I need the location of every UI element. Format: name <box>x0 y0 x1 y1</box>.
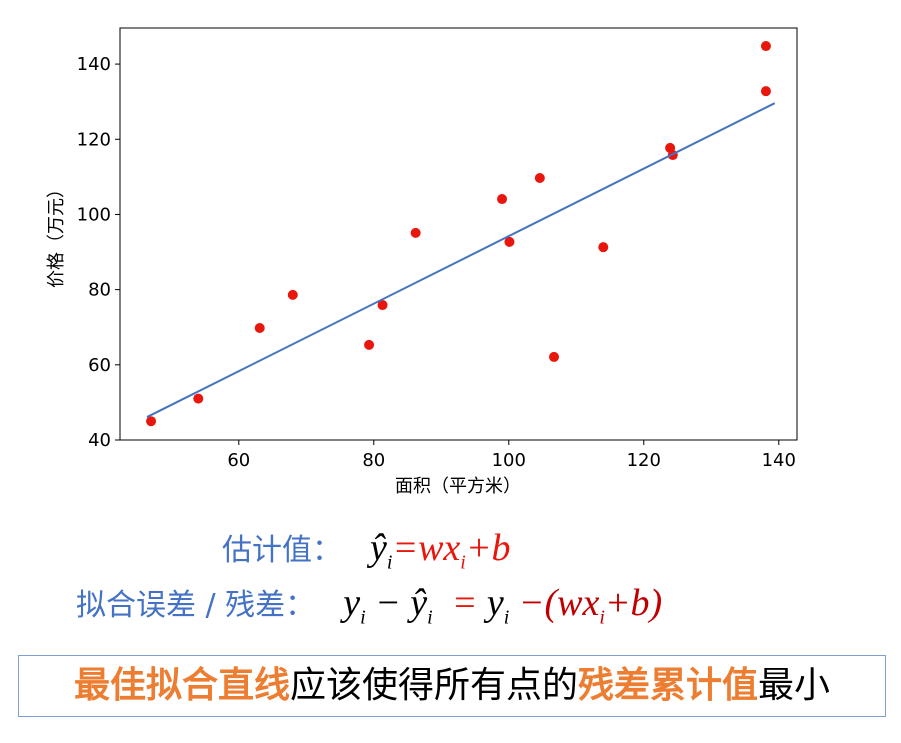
formula-token: y <box>486 582 504 624</box>
formula-token: − ŷ <box>365 582 428 624</box>
formula-estimate: 估计值： ŷi=wxi+b <box>222 525 511 575</box>
formula-math: yi − ŷi = yi −(wxi+b) <box>315 582 663 629</box>
x-tick-label: 120 <box>627 450 661 471</box>
x-tick-label: 80 <box>362 450 385 471</box>
y-tick-label: 40 <box>88 430 111 451</box>
data-point <box>193 393 204 404</box>
fit-line <box>146 102 776 418</box>
y-tick-label: 120 <box>77 129 111 150</box>
data-point <box>598 242 609 253</box>
data-point <box>287 289 298 300</box>
plot-frame <box>119 27 798 441</box>
formula-residual: 拟合误差 / 残差： yi − ŷi = yi −(wxi+b) <box>76 580 662 630</box>
conclusion-text: 应该使得所有点的 <box>289 665 578 706</box>
x-tick-label: 140 <box>762 450 796 471</box>
conclusion-text: 最小 <box>758 665 831 706</box>
y-axis-label: 价格（万元） <box>46 180 67 288</box>
x-axis-label: 面积（平方米） <box>395 476 521 497</box>
formula-token: ŷ <box>370 527 387 569</box>
data-point <box>549 351 560 362</box>
x-tick-label: 60 <box>227 450 250 471</box>
formula-token: y <box>343 582 361 624</box>
formula-token: =wx <box>392 527 461 569</box>
formula-subscript: i <box>386 551 393 574</box>
data-point <box>364 339 375 350</box>
formula-label: 拟合误差 / 残差： <box>76 588 316 623</box>
formula-subscript: i <box>599 606 605 629</box>
data-point <box>534 172 545 183</box>
formula-subscript: i <box>503 606 510 629</box>
y-tick-label: 80 <box>88 280 111 301</box>
data-point <box>760 41 771 52</box>
x-tick-label: 100 <box>492 450 526 471</box>
emphasis-text: 最佳拟合直线 <box>73 665 290 706</box>
formula-math: ŷi=wxi+b <box>342 527 511 574</box>
data-point <box>377 300 388 311</box>
data-point <box>146 416 157 427</box>
formula-token: = <box>432 582 487 624</box>
formula-subscript: i <box>460 551 466 574</box>
conclusion-box: 最佳拟合直线应该使得所有点的残差累计值最小 <box>18 655 886 717</box>
data-point <box>497 194 508 205</box>
emphasis-text: 残差累计值 <box>578 665 759 706</box>
chart: 面积（平方米） 价格（万元） 60 80 100 120 140 40 60 80 100 120… <box>46 27 798 497</box>
formula-label: 估计值： <box>222 533 342 568</box>
y-tick-label: 60 <box>88 355 111 376</box>
data-point <box>504 236 515 247</box>
formula-subscript: i <box>360 606 366 629</box>
data-point <box>410 227 421 238</box>
formula-token: +b <box>465 527 511 569</box>
formula-subscript: i <box>427 606 433 629</box>
y-tick-label: 140 <box>77 54 111 75</box>
formula-token: +b) <box>604 582 663 624</box>
y-tick-label: 100 <box>77 204 111 225</box>
data-point <box>254 322 265 333</box>
data-point <box>760 86 771 97</box>
formula-token: −(wx <box>509 582 600 624</box>
